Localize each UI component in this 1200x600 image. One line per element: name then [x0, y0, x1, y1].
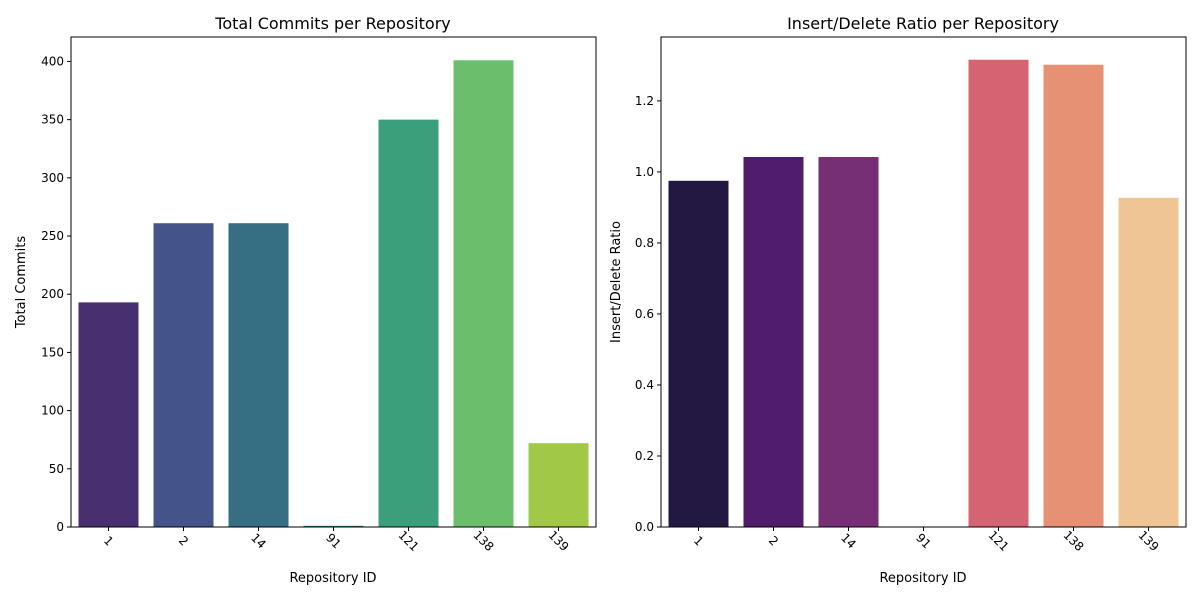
y-tick-label: 1.2 — [635, 94, 654, 108]
chart-insert-delete-ratio: Insert/Delete Ratio per Repository 0.00.… — [609, 14, 1187, 586]
y-tick-label: 100 — [41, 404, 64, 418]
y-tick-label: 0.8 — [635, 236, 654, 250]
bar-2 — [153, 223, 214, 527]
y-tick-label: 1.0 — [635, 165, 654, 179]
y-tick-label: 0.4 — [635, 378, 654, 392]
chart-total-commits: Total Commits per Repository 0 50 100 150 20… — [14, 14, 597, 586]
bar-139 — [528, 443, 589, 527]
bar-14 — [228, 223, 289, 527]
y-tick-label: 50 — [49, 462, 64, 476]
bars — [668, 59, 1179, 528]
bar-1 — [668, 180, 729, 528]
chart-title: Total Commits per Repository — [214, 14, 450, 33]
plot-frame — [70, 36, 597, 528]
y-tick-label: 0 — [56, 520, 64, 534]
bar-121 — [968, 59, 1029, 527]
y-tick-label: 0.6 — [635, 307, 654, 321]
y-axis-ticks: 0.0 0.2 0.4 0.6 0.8 1.0 1.2 — [635, 94, 661, 534]
y-tick-label: 200 — [41, 287, 64, 301]
bar-121 — [378, 119, 439, 527]
bar-138 — [453, 60, 514, 527]
y-tick-label: 250 — [41, 229, 64, 243]
y-axis-label: Total Commits — [14, 236, 29, 330]
y-axis-label: Insert/Delete Ratio — [609, 221, 624, 343]
y-tick-label: 0.0 — [635, 520, 654, 534]
x-axis-label: Repository ID — [879, 571, 966, 586]
bars — [78, 60, 589, 527]
y-tick-label: 350 — [41, 113, 64, 127]
bar-139 — [1118, 197, 1179, 527]
bar-1 — [78, 302, 139, 527]
y-tick-label: 150 — [41, 345, 64, 359]
x-axis-label: Repository ID — [289, 571, 376, 586]
y-tick-label: 400 — [41, 54, 64, 68]
bar-91 — [303, 525, 364, 527]
bar-138 — [1043, 64, 1104, 527]
bar-14 — [818, 157, 879, 527]
bar-2 — [743, 157, 804, 527]
y-tick-label: 0.2 — [635, 449, 654, 463]
y-tick-label: 300 — [41, 171, 64, 185]
plot-frame — [660, 36, 1187, 528]
y-axis-ticks: 0 50 100 150 200 250 300 350 400 — [41, 54, 71, 534]
chart-title: Insert/Delete Ratio per Repository — [787, 14, 1059, 33]
